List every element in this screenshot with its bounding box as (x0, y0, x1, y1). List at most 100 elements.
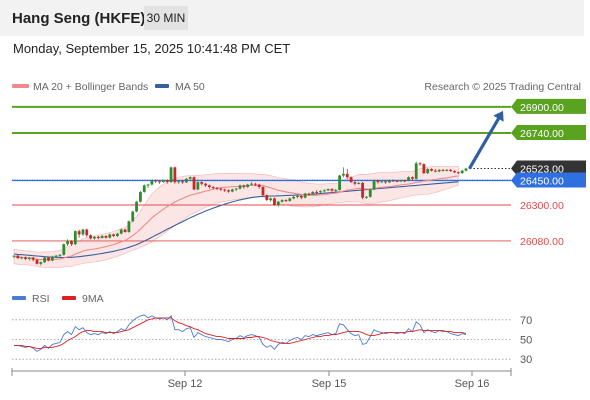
candle-body (58, 254, 62, 256)
candle-body (460, 170, 464, 174)
candle-body (131, 211, 135, 222)
candle-body (280, 200, 284, 202)
candle-body (135, 201, 138, 212)
candle-body (35, 259, 39, 264)
candle-body (150, 180, 154, 185)
candle-body (238, 185, 242, 189)
candle-body (47, 257, 50, 261)
level-label: 26450.00 (520, 175, 564, 187)
level-label: 26080.00 (520, 236, 564, 248)
candle-body (361, 182, 364, 198)
candle-body (43, 257, 47, 263)
candle-body (464, 168, 468, 171)
candle-body (119, 229, 123, 234)
candle-body (453, 170, 456, 173)
candle-body (319, 191, 322, 193)
candle-body (116, 233, 119, 237)
candle-body (456, 172, 460, 174)
candlesticks (12, 161, 468, 266)
candle-body (192, 177, 196, 190)
candle-body (265, 195, 269, 201)
candle-body (204, 183, 207, 186)
rsi-line (14, 314, 467, 352)
candle-body (54, 255, 58, 257)
candle-body (445, 169, 449, 171)
candle-body (142, 185, 146, 192)
candle-body (284, 200, 288, 202)
candle-body (276, 201, 280, 205)
candle-body (349, 177, 353, 183)
candle-body (230, 189, 234, 192)
candle-body (418, 163, 422, 165)
candle-body (330, 188, 334, 191)
candle-body (403, 180, 407, 182)
candle-body (24, 257, 27, 259)
moving-averages (13, 175, 459, 261)
candle-body (77, 231, 81, 235)
candle-body (384, 181, 387, 183)
candle-body (372, 180, 376, 190)
ma20-legend-label: MA 20 + Bollinger Bands (33, 81, 148, 93)
candle-body (93, 236, 96, 239)
candle-body (250, 183, 253, 185)
candle-body (430, 169, 433, 171)
candle-body (66, 240, 70, 245)
rsi-ma-legend-swatch (62, 296, 76, 300)
candle-body (62, 244, 66, 255)
candle-body (27, 257, 31, 259)
candle-body (50, 256, 54, 261)
candle-body (273, 198, 276, 205)
candle-body (73, 231, 77, 245)
candle-body (261, 187, 265, 196)
level-label: 26300.00 (520, 200, 564, 212)
timeframe-badge[interactable]: 30 MIN (144, 6, 188, 30)
candle-body (85, 229, 89, 236)
x-tick-label: Sep 12 (168, 378, 203, 390)
rsi-level-label: 50 (520, 335, 532, 347)
candle-body (96, 236, 100, 239)
candle-body (200, 182, 204, 184)
candle-body (380, 181, 384, 183)
candle-body (169, 167, 173, 183)
candle-body (391, 180, 395, 182)
candle-body (303, 193, 307, 198)
candle-body (449, 169, 453, 171)
copyright-text: Research © 2025 Trading Central (424, 81, 581, 93)
candle-body (414, 163, 418, 179)
price-levels (12, 105, 511, 242)
candle-body (188, 177, 192, 179)
candle-body (89, 235, 93, 239)
candle-body (426, 169, 430, 174)
candle-body (31, 257, 35, 260)
candle-body (342, 173, 345, 176)
candle-body (234, 188, 238, 190)
level-label: 26900.00 (520, 102, 564, 114)
candle-body (357, 182, 361, 184)
timestamp: Monday, September 15, 2025 10:41:48 PM C… (13, 41, 291, 56)
candle-body (223, 189, 227, 191)
candle-body (269, 198, 273, 201)
level-tag-resistance (511, 125, 586, 141)
candle-body (422, 164, 426, 174)
candle-body (227, 190, 230, 192)
header-bar (0, 0, 584, 36)
candle-body (365, 196, 368, 198)
level-label: 26740.00 (520, 128, 564, 140)
candle-body (215, 187, 219, 189)
candle-body (387, 180, 391, 183)
forecast-arrow-shaft (468, 117, 501, 170)
forecast-arrow-head (493, 110, 504, 122)
level-tag-resistance (511, 98, 586, 114)
level-tag-pivot (511, 172, 586, 188)
candle-body (322, 190, 326, 192)
candle-body (246, 184, 250, 188)
candle-body (315, 191, 319, 193)
rsi-level-label: 30 (520, 354, 532, 366)
candle-body (165, 180, 169, 183)
rsi-ma-line (14, 317, 467, 349)
candle-body (108, 234, 112, 238)
candle-body (253, 183, 257, 185)
candle-body (161, 180, 165, 183)
